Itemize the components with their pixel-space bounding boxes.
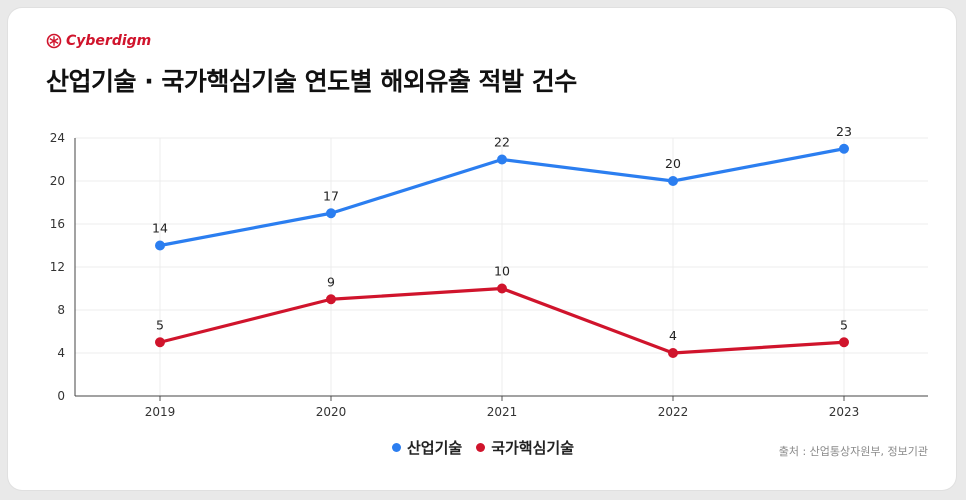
legend-label: 국가핵심기술 bbox=[491, 439, 574, 457]
data-label: 5 bbox=[840, 317, 848, 332]
legend-item-series-1: 산업기술 bbox=[391, 437, 463, 458]
y-tick-label: 24 bbox=[50, 131, 65, 145]
x-tick-label: 2023 bbox=[829, 405, 860, 419]
brand-logo: Cyberdigm bbox=[46, 33, 151, 49]
chart-title: 산업기술 · 국가핵심기술 연도별 해외유출 적발 건수 bbox=[46, 67, 577, 96]
data-point bbox=[497, 154, 507, 165]
y-tick-label: 12 bbox=[50, 260, 65, 274]
chart-card bbox=[8, 8, 956, 490]
data-point bbox=[326, 294, 336, 305]
x-tick-label: 2021 bbox=[487, 405, 518, 419]
legend-label: 산업기술 bbox=[406, 439, 463, 457]
data-label: 20 bbox=[665, 156, 681, 171]
data-label: 9 bbox=[327, 274, 335, 289]
data-point bbox=[839, 337, 849, 348]
legend-marker-icon bbox=[476, 443, 486, 452]
x-tick-label: 2022 bbox=[658, 405, 689, 419]
data-point bbox=[839, 143, 849, 154]
cyberdigm-logo-icon bbox=[46, 33, 62, 49]
y-tick-label: 16 bbox=[50, 217, 65, 231]
data-point bbox=[155, 337, 165, 348]
data-label: 14 bbox=[152, 221, 168, 236]
data-label: 17 bbox=[323, 188, 339, 203]
data-point bbox=[668, 348, 678, 358]
data-label: 10 bbox=[494, 264, 510, 279]
y-tick-label: 20 bbox=[50, 174, 65, 188]
source-note: 출처 : 산업통상자원부, 정보기관 bbox=[778, 445, 928, 458]
data-point bbox=[668, 176, 678, 186]
data-label: 5 bbox=[156, 317, 164, 332]
y-tick-label: 0 bbox=[57, 389, 65, 403]
y-tick-label: 8 bbox=[57, 303, 65, 317]
x-tick-label: 2019 bbox=[145, 405, 176, 419]
data-label: 4 bbox=[669, 328, 677, 343]
chart-legend: 산업기술 국가핵심기술 bbox=[0, 437, 966, 458]
data-label: 23 bbox=[836, 124, 852, 139]
x-tick-label: 2020 bbox=[316, 405, 347, 419]
data-point bbox=[497, 283, 507, 294]
legend-item-series-2: 국가핵심기술 bbox=[476, 437, 574, 458]
legend-marker-icon bbox=[391, 443, 401, 452]
y-tick-label: 4 bbox=[57, 346, 65, 360]
data-label: 22 bbox=[494, 135, 510, 150]
brand-name: Cyberdigm bbox=[66, 33, 152, 49]
data-point bbox=[326, 208, 336, 219]
data-point bbox=[155, 240, 165, 251]
